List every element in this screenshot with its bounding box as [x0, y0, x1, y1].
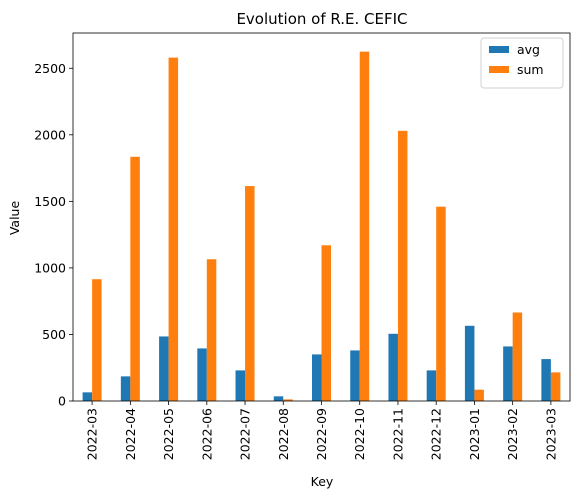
bar-avg-2022-05 [159, 336, 169, 401]
bar-sum-2023-03 [550, 372, 561, 401]
y-tick-label: 1500 [34, 194, 66, 209]
x-tick-label: 2022-07 [238, 408, 253, 460]
x-tick-label: 2023-01 [467, 408, 482, 460]
bar-sum-2022-05 [168, 57, 179, 402]
y-axis-title: Value [7, 201, 22, 236]
x-tick-label: 2022-08 [276, 408, 291, 460]
plot-area: 0 500 1000 1500 2000 2500 2022-03 2022-04 2022-0… [34, 32, 571, 460]
bar-sum-2022-03 [92, 279, 102, 401]
legend-label-avg: avg [517, 42, 540, 57]
y-tick-label: 2000 [34, 127, 66, 142]
x-tick-label: 2022-10 [352, 408, 367, 460]
bar-sum-2023-01 [474, 389, 484, 401]
bar-avg-2022-11 [388, 333, 398, 401]
bar-avg-2023-03 [541, 359, 551, 401]
x-tick-label: 2022-06 [199, 408, 214, 460]
legend-swatch-avg [489, 46, 509, 53]
bar-sum-2022-06 [206, 259, 217, 401]
legend-label-sum: sum [517, 62, 544, 77]
legend-swatch-sum [489, 66, 509, 73]
chart-title: Evolution of R.E. CEFIC [236, 10, 407, 28]
bar-sum-2022-08 [283, 399, 293, 401]
bar-avg-2022-04 [120, 376, 131, 401]
bar-avg-2022-06 [197, 348, 207, 401]
bar-avg-2022-07 [235, 370, 246, 401]
y-tick-label: 1000 [34, 260, 66, 275]
bar-sum-2022-11 [397, 130, 408, 401]
plot-frame [72, 32, 571, 402]
bar-avg-2022-10 [350, 350, 360, 401]
x-tick-label: 2022-11 [390, 408, 405, 460]
y-tick-label: 0 [58, 394, 66, 409]
bar-sum-2023-02 [512, 312, 523, 401]
x-tick-label: 2023-03 [543, 408, 558, 460]
bar-avg-2022-08 [273, 396, 284, 401]
x-tick-label: 2023-02 [505, 408, 520, 460]
y-tick-label: 2500 [34, 61, 66, 76]
x-tick-label: 2022-09 [314, 408, 329, 460]
bar-sum-2022-09 [321, 245, 331, 401]
legend: avg sum [480, 37, 564, 89]
x-tick-label: 2022-12 [429, 408, 444, 460]
x-axis-title: Key [311, 474, 334, 489]
bar-avg-2022-09 [312, 354, 322, 401]
x-tick-label: 2022-04 [123, 408, 138, 460]
bar-avg-2022-12 [426, 370, 437, 401]
bar-sum-2022-07 [245, 186, 255, 401]
bar-avg-2022-03 [82, 392, 93, 401]
bar-sum-2022-04 [130, 156, 140, 401]
bar-avg-2023-01 [464, 325, 475, 401]
bar-sum-2022-10 [359, 51, 370, 401]
bar-avg-2023-02 [503, 346, 513, 401]
bar-sum-2022-12 [436, 206, 446, 401]
y-tick-label: 500 [42, 327, 66, 342]
x-tick-label: 2022-05 [161, 408, 176, 460]
x-tick-label: 2022-03 [85, 408, 100, 460]
